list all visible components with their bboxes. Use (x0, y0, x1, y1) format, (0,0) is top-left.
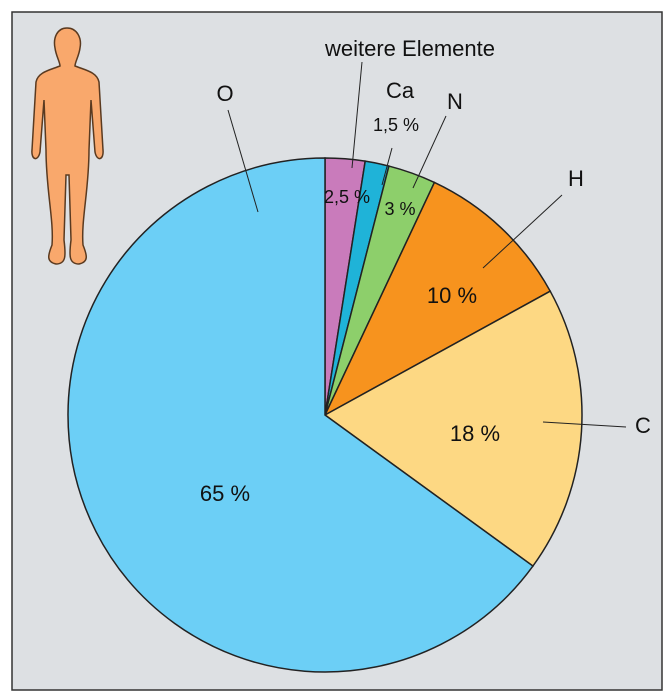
slice-name: C (635, 413, 651, 438)
slice-name: N (447, 89, 463, 114)
value-label: 18 % (450, 421, 500, 446)
value-label: 1,5 % (373, 115, 419, 135)
value-label: 3 % (384, 199, 415, 219)
pie-slice (323, 290, 583, 568)
slice-name: H (568, 166, 584, 191)
slice-name: Ca (386, 78, 415, 103)
leader-line (227, 109, 259, 213)
pie-slice (323, 181, 552, 417)
slice-name: O (216, 81, 233, 106)
leader-line (381, 147, 393, 186)
human-icon (31, 27, 104, 265)
value-label: 2,5 % (324, 187, 370, 207)
leader-line (351, 61, 363, 169)
value-label: 65 % (200, 481, 250, 506)
slice-name: weitere Elemente (324, 36, 495, 61)
leader-line (412, 115, 447, 189)
value-label: 10 % (427, 283, 477, 308)
leader-line (482, 194, 563, 269)
pie-slice (67, 157, 534, 673)
leader-line (542, 421, 627, 428)
